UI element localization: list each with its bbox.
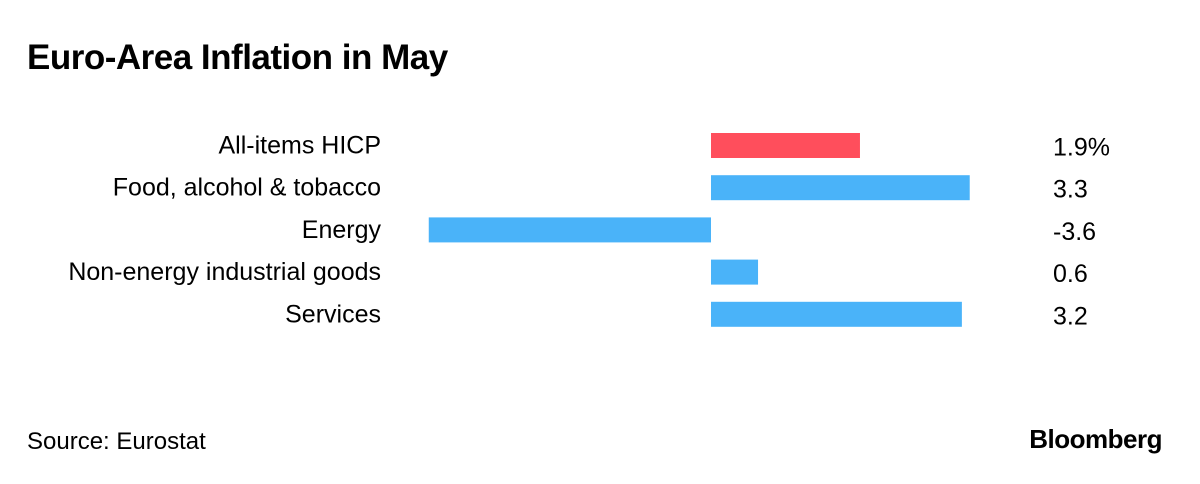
value-label-0: 1.9%: [1053, 134, 1110, 162]
chart-rows: All-items HICP 1.9% Food, alcohol & tobacc…: [68, 132, 1110, 331]
category-label-0: All-items HICP: [218, 132, 381, 160]
bar-4: [711, 301, 962, 327]
bar-3: [711, 259, 759, 285]
value-label-3: 0.6: [1053, 260, 1088, 288]
value-label-2: -3.6: [1053, 218, 1096, 246]
value-label-1: 3.3: [1053, 176, 1088, 204]
bloomberg-logo: Bloomberg: [1029, 424, 1162, 454]
bar-0: [711, 133, 860, 158]
category-label-4: Services: [285, 300, 381, 328]
chart-title: Euro-Area Inflation in May: [27, 38, 448, 77]
category-label-3: Non-energy industrial goods: [68, 258, 381, 286]
bar-2: [428, 217, 711, 243]
source-note: Source: Eurostat: [27, 428, 206, 455]
category-label-2: Energy: [302, 216, 382, 244]
value-label-4: 3.2: [1053, 302, 1088, 330]
bar-1: [711, 175, 970, 201]
bar-chart: All-items HICP 1.9% Food, alcohol & tobacc…: [68, 132, 1110, 331]
category-label-1: Food, alcohol & tobacco: [113, 174, 381, 202]
